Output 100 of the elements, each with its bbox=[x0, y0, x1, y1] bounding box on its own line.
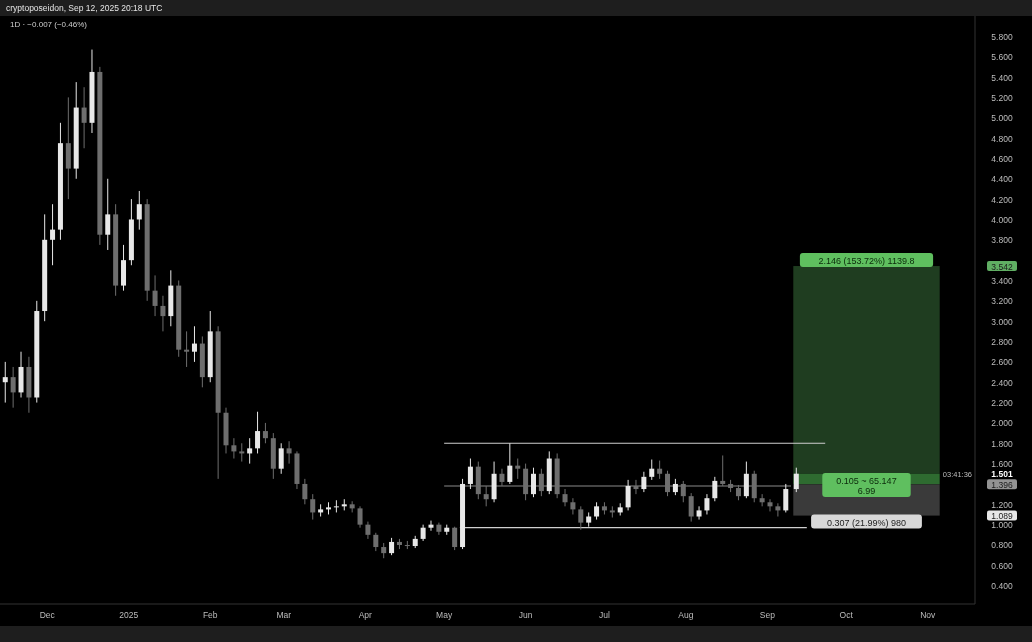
candlestick bbox=[530, 467, 536, 498]
y-tick-label: 5.000 bbox=[991, 113, 1013, 124]
candlestick bbox=[562, 488, 568, 507]
candlestick bbox=[633, 479, 639, 495]
y-tick-label: 3.400 bbox=[991, 276, 1013, 286]
candlestick bbox=[767, 498, 773, 512]
candlestick bbox=[625, 479, 631, 511]
candlestick bbox=[373, 532, 379, 552]
y-tick-label: 2.000 bbox=[991, 418, 1013, 429]
candlestick bbox=[50, 203, 56, 266]
y-tick-label: 2.800 bbox=[991, 337, 1013, 348]
candlestick bbox=[255, 411, 261, 454]
candlestick bbox=[333, 499, 339, 513]
y-tick-label: 0.400 bbox=[991, 581, 1013, 592]
y-tick-label: 1.000 bbox=[991, 520, 1013, 531]
x-tick-label: Feb bbox=[202, 610, 218, 620]
candlestick bbox=[499, 468, 505, 487]
candlestick bbox=[743, 461, 749, 499]
candlestick bbox=[696, 505, 702, 521]
candlestick bbox=[357, 505, 363, 529]
y-tick-label: 1.396 bbox=[991, 479, 1013, 490]
candlestick bbox=[515, 458, 521, 480]
candlestick bbox=[578, 505, 584, 531]
chart-title: cryptoposeidon, Sep 12, 2025 20:18 UTC bbox=[6, 3, 163, 13]
price-label: 0.105 ~ 65.147 6.99 bbox=[822, 473, 911, 498]
band-label: 0.307 (21.99%) 980 bbox=[826, 517, 907, 528]
candlestick bbox=[105, 178, 111, 251]
candlestick bbox=[231, 437, 237, 460]
candlestick bbox=[793, 467, 799, 493]
x-tick-label: Mar bbox=[276, 610, 292, 620]
candlestick bbox=[467, 458, 473, 490]
candlestick bbox=[302, 478, 308, 505]
candlestick bbox=[136, 190, 142, 231]
x-tick-label: Jun bbox=[518, 610, 533, 620]
y-tick-label: 2.400 bbox=[991, 377, 1013, 388]
y-tick-label: 5.600 bbox=[991, 52, 1013, 63]
candlestick bbox=[152, 274, 158, 317]
candlestick bbox=[278, 442, 284, 475]
y-tick-label: 3.800 bbox=[991, 235, 1013, 246]
y-tick-label: 5.400 bbox=[991, 72, 1013, 83]
candlestick bbox=[570, 497, 576, 515]
candlestick bbox=[239, 442, 245, 463]
y-tick-label: 3.000 bbox=[991, 316, 1013, 327]
candlestick bbox=[262, 422, 268, 444]
y-tick-label: 5.800 bbox=[991, 31, 1013, 42]
y-tick-label: 4.400 bbox=[991, 174, 1013, 185]
y-tick-label: 1.200 bbox=[991, 499, 1013, 510]
x-tick-label: May bbox=[436, 610, 453, 620]
x-tick-label: Oct bbox=[839, 610, 854, 620]
band-label: 2.146 (153.72%) 1139.8 bbox=[818, 256, 915, 267]
y-tick-label: 2.200 bbox=[991, 398, 1013, 409]
y-tick-label: 0.800 bbox=[991, 540, 1013, 551]
candlestick bbox=[2, 361, 8, 404]
candlestick bbox=[538, 468, 544, 497]
y-tick-label: 1.501 bbox=[991, 469, 1013, 480]
candlestick bbox=[657, 460, 663, 480]
y-tick-label: 4.800 bbox=[991, 133, 1013, 144]
candlestick bbox=[160, 295, 166, 332]
candlestick bbox=[712, 476, 718, 502]
candlestick bbox=[665, 470, 671, 497]
candlestick bbox=[720, 454, 726, 487]
candlestick bbox=[184, 330, 190, 368]
text: 1D · −0.007 (−0.46%) bbox=[10, 20, 88, 29]
candlestick bbox=[688, 492, 694, 523]
candlestick bbox=[483, 485, 489, 507]
candlestick bbox=[247, 437, 253, 465]
y-tick-label: 4.600 bbox=[991, 153, 1013, 164]
candlestick bbox=[783, 483, 789, 513]
y-tick-label: 3.542 bbox=[991, 261, 1013, 272]
x-tick-label: Dec bbox=[39, 610, 56, 620]
candlestick bbox=[507, 442, 513, 485]
y-tick-label: 1.600 bbox=[991, 459, 1013, 470]
candlestick bbox=[10, 366, 16, 409]
candlestick bbox=[641, 471, 647, 493]
candlestick bbox=[428, 520, 434, 532]
x-tick-label: Apr bbox=[358, 610, 373, 620]
x-tick-label: Nov bbox=[920, 610, 936, 620]
y-tick-label: 0.600 bbox=[991, 560, 1013, 571]
y-tick-label: 2.600 bbox=[991, 357, 1013, 368]
x-tick-label: 2025 bbox=[119, 610, 139, 620]
candlestick bbox=[310, 493, 316, 521]
candlestick bbox=[759, 493, 765, 507]
candlestick bbox=[286, 440, 292, 465]
candlestick bbox=[704, 493, 710, 515]
candlestick bbox=[680, 480, 686, 503]
y-tick-label: 4.200 bbox=[991, 194, 1013, 205]
candlestick bbox=[775, 502, 781, 518]
y-tick-label: 1.089 bbox=[991, 511, 1013, 522]
candlestick bbox=[81, 86, 87, 149]
candlestick bbox=[649, 459, 655, 481]
candlestick bbox=[609, 505, 615, 519]
y-tick-label: 1.800 bbox=[991, 438, 1013, 449]
x-tick-label: Aug bbox=[678, 610, 694, 620]
x-tick-label: Jul bbox=[599, 610, 610, 620]
candlestick bbox=[452, 526, 458, 551]
price-label: 2.146 (153.72%) 1139.8 bbox=[799, 253, 934, 268]
band-label: 0.105 ~ 65.147 6.99 bbox=[836, 476, 897, 497]
candlestick bbox=[191, 325, 197, 363]
y-tick-label: 4.000 bbox=[991, 214, 1013, 225]
y-tick-label: 3.200 bbox=[991, 296, 1013, 307]
